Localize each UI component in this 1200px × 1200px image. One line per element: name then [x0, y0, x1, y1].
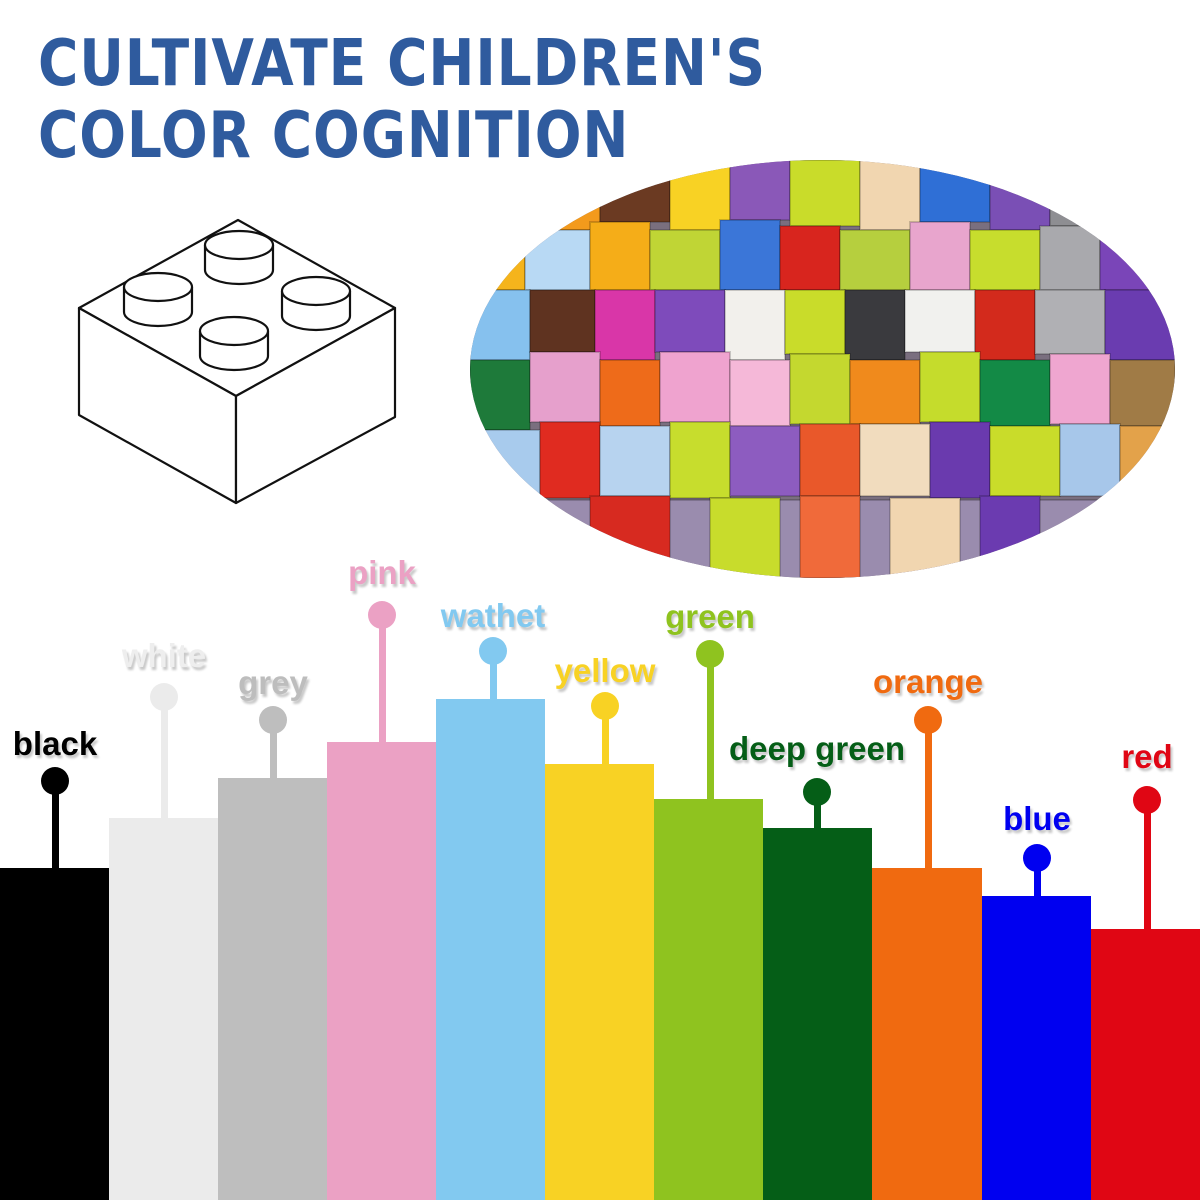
color-label: yellow	[554, 652, 656, 689]
color-label: blue	[1003, 800, 1071, 837]
color-label: black	[12, 725, 98, 762]
pin-dot-icon	[1023, 844, 1051, 872]
color-bar-orange	[872, 868, 982, 1200]
color-bar-grey	[218, 778, 327, 1200]
pin-stem	[379, 615, 386, 742]
pin-stem	[1034, 858, 1041, 896]
brick-2x2-outline-icon	[60, 200, 420, 520]
color-label: pink	[348, 554, 416, 591]
title-line-2: COLOR COGNITION	[38, 99, 630, 173]
color-bar-pink	[327, 742, 436, 1200]
pin-dot-icon	[41, 767, 69, 795]
pin-stem	[602, 706, 609, 764]
color-bar-red	[1091, 929, 1200, 1200]
pin-dot-icon	[803, 778, 831, 806]
color-bar-green	[654, 799, 763, 1200]
color-bar-deep-green	[763, 828, 872, 1200]
pin-stem	[490, 651, 497, 699]
pin-stem	[270, 720, 277, 778]
color-bar-black	[0, 868, 109, 1200]
color-bar-white	[109, 818, 218, 1200]
pin-dot-icon	[696, 640, 724, 668]
color-label: orange	[872, 663, 984, 700]
pin-stem	[814, 792, 821, 828]
color-bar-wathet	[436, 699, 545, 1200]
pin-dot-icon	[1133, 786, 1161, 814]
pin-dot-icon	[259, 706, 287, 734]
assorted-colored-bricks-photo	[470, 160, 1175, 578]
page-title: CULTIVATE CHILDREN'S COLOR COGNITION	[38, 28, 766, 172]
color-label: deep green	[728, 730, 906, 767]
title-line-1: CULTIVATE CHILDREN'S	[38, 27, 766, 101]
pin-dot-icon	[914, 706, 942, 734]
color-label: red	[1121, 738, 1173, 775]
color-label: grey	[238, 664, 308, 701]
pin-dot-icon	[479, 637, 507, 665]
pin-stem	[161, 697, 168, 818]
pin-dot-icon	[150, 683, 178, 711]
color-label: white	[121, 637, 207, 674]
pin-stem	[52, 781, 59, 868]
pin-dot-icon	[368, 601, 396, 629]
pin-stem	[925, 720, 932, 868]
pin-dot-icon	[591, 692, 619, 720]
color-bar-blue	[982, 896, 1091, 1200]
color-label: wathet	[440, 597, 546, 634]
color-bar-yellow	[545, 764, 654, 1200]
color-label: green	[665, 598, 755, 635]
pin-stem	[1144, 800, 1151, 929]
pin-stem	[707, 654, 714, 799]
